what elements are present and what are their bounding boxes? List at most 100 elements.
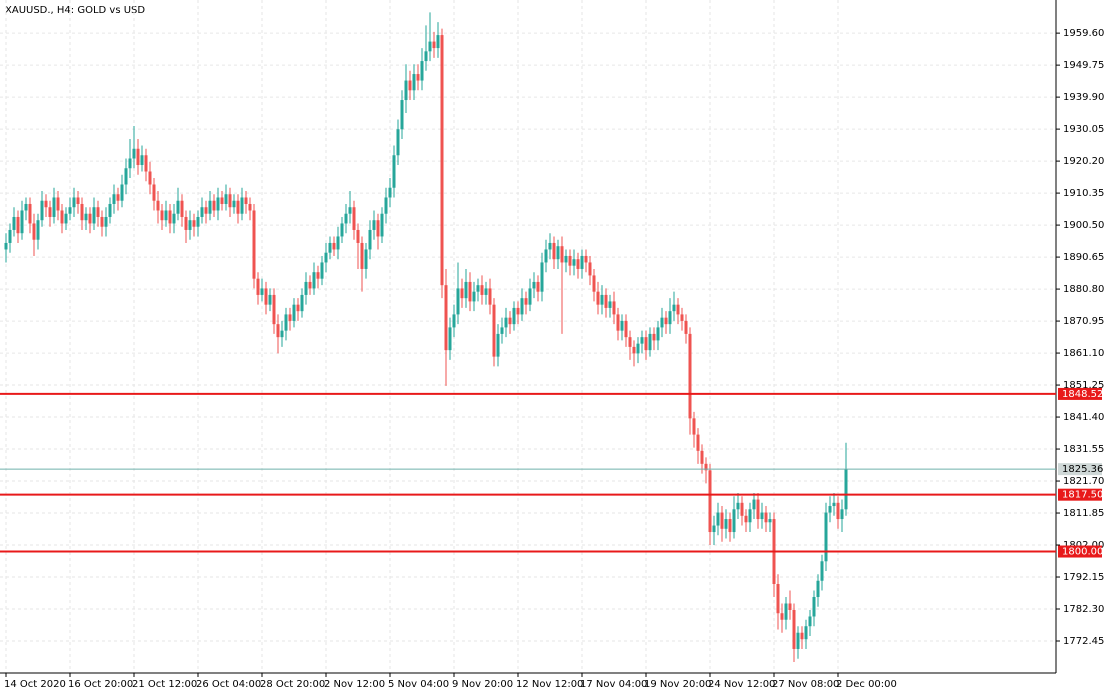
y-tick-label: 1939.90: [1063, 92, 1104, 103]
candle-body: [748, 509, 752, 523]
candle-body: [628, 337, 632, 347]
candle-body: [244, 197, 248, 204]
candle-body: [372, 220, 376, 230]
candle-body: [768, 519, 772, 523]
candle-body: [204, 207, 208, 214]
candle-body: [808, 616, 812, 627]
candle-body: [608, 301, 612, 308]
candle-body: [548, 242, 552, 250]
candle-body: [572, 259, 576, 266]
candle-body: [248, 203, 252, 211]
level-label: 1800.00: [1062, 547, 1103, 558]
candle-body: [464, 281, 468, 299]
candle-body: [480, 285, 484, 295]
candle-body: [624, 320, 628, 338]
candle-body: [36, 220, 40, 240]
candle-body: [760, 512, 764, 520]
x-tick-label: 12 Nov 12:00: [516, 679, 583, 690]
candle-body: [556, 246, 560, 260]
level-box: [1058, 488, 1102, 501]
candle-body: [212, 200, 216, 211]
candle-body: [428, 41, 432, 52]
candle-body: [500, 327, 504, 334]
candle-body: [268, 294, 272, 305]
candle-body: [124, 168, 128, 185]
candle-body: [340, 223, 344, 237]
candle-body: [68, 207, 72, 214]
candle-body: [432, 41, 436, 49]
candle-body: [552, 242, 556, 260]
candle-body: [332, 242, 336, 250]
candle-body: [488, 288, 492, 305]
y-tick-label: 1831.55: [1063, 444, 1104, 455]
candle-body: [820, 561, 824, 581]
candle-body: [744, 515, 748, 523]
candle-body: [448, 327, 452, 351]
candle-body: [532, 281, 536, 289]
y-tick-label: 1949.75: [1063, 60, 1104, 71]
candle-body: [164, 210, 168, 221]
candle-body: [336, 236, 340, 250]
candle-body: [652, 333, 656, 341]
candle-body: [24, 203, 28, 211]
candle-body: [536, 281, 540, 292]
candle-body: [844, 469, 848, 510]
candle-body: [208, 200, 212, 214]
level-label: 1848.52: [1062, 389, 1103, 400]
candle-body: [196, 216, 200, 227]
x-tick-label: 2 Nov 12:00: [324, 679, 385, 690]
candle-body: [192, 220, 196, 227]
x-tick-label: 9 Nov 20:00: [452, 679, 513, 690]
candle-body: [524, 298, 528, 305]
candle-body: [404, 80, 408, 101]
level-box: [1058, 545, 1102, 558]
candle-body: [380, 213, 384, 237]
candle-body: [152, 184, 156, 201]
candle-body: [512, 307, 516, 325]
candle-body: [224, 194, 228, 204]
chart-title: XAUUSD., H4: GOLD vs USD: [5, 5, 145, 16]
candle-body: [792, 609, 796, 649]
candle-body: [736, 502, 740, 510]
candle-body: [612, 301, 616, 315]
x-tick-label: 26 Oct 04:00: [196, 679, 261, 690]
candle-body: [528, 288, 532, 305]
candle-body: [8, 229, 12, 243]
candle-body: [132, 148, 136, 159]
candle-body: [824, 512, 828, 562]
candle-body: [144, 155, 148, 172]
candle-body: [412, 74, 416, 91]
candle-body: [276, 324, 280, 338]
candle-body: [592, 275, 596, 292]
candle-body: [368, 229, 372, 250]
candle-body: [116, 194, 120, 201]
candle-body: [684, 320, 688, 334]
y-tick-label: 1861.10: [1063, 348, 1104, 359]
candle-body: [788, 603, 792, 610]
candle-body: [504, 317, 508, 328]
candle-body: [396, 129, 400, 156]
y-tick-label: 1851.25: [1063, 380, 1104, 391]
candle-body: [264, 288, 268, 305]
candle-body: [584, 255, 588, 263]
candle-body: [668, 311, 672, 325]
candle-body: [172, 213, 176, 224]
candle-body: [632, 346, 636, 354]
candle-body: [704, 463, 708, 471]
candle-body: [176, 200, 180, 214]
candle-body: [776, 584, 780, 614]
candle-body: [296, 304, 300, 312]
candle-body: [76, 197, 80, 204]
candle-body: [400, 100, 404, 130]
x-tick-label: 19 Nov 20:00: [644, 679, 711, 690]
y-tick-label: 1782.30: [1063, 604, 1104, 615]
y-tick-label: 1792.15: [1063, 572, 1104, 583]
y-tick-label: 1890.65: [1063, 252, 1104, 263]
candle-body: [656, 327, 660, 341]
candle-body: [692, 418, 696, 435]
candle-body: [232, 200, 236, 208]
y-tick-label: 1870.95: [1063, 316, 1104, 327]
candle-body: [148, 171, 152, 185]
